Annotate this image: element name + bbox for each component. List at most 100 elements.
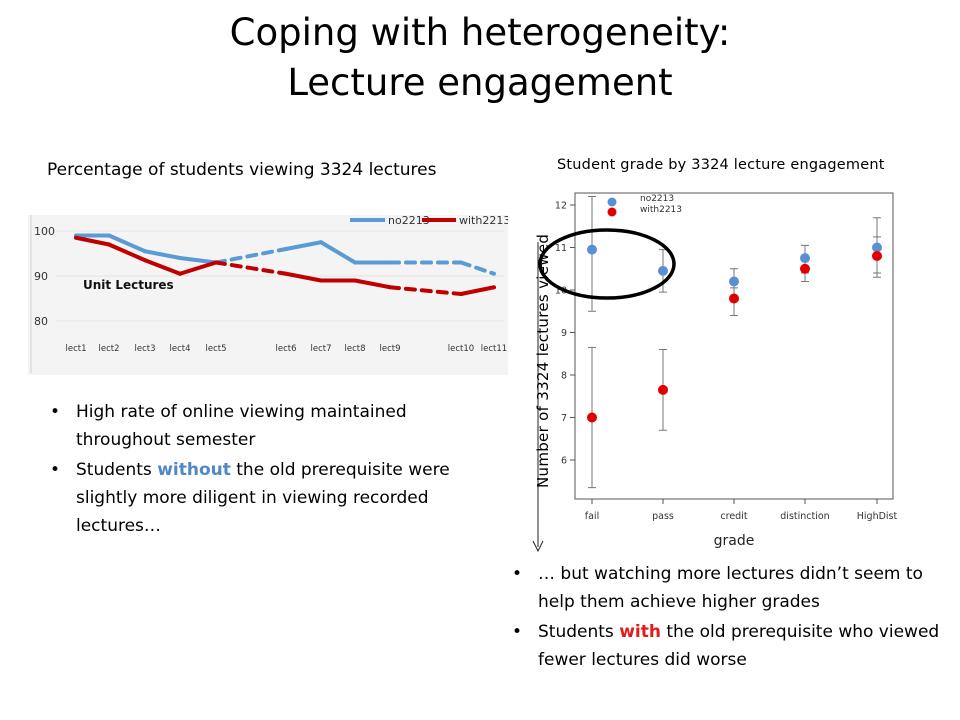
- scatter-y-tick-label-6: 12: [555, 201, 567, 212]
- left-bullet-2-post: the old prerequisite were slightly more …: [76, 460, 450, 536]
- point-no2213-pass: [658, 265, 668, 276]
- scatter-y-tick-label-4: 10: [555, 286, 567, 297]
- right-bullet-1-text: … but watching more lectures didn’t seem…: [538, 564, 923, 612]
- point-with2213-lect1: [74, 236, 78, 240]
- point-no2213-lect2: [107, 234, 111, 237]
- x-tick-label-lect6: lect6: [275, 344, 296, 354]
- x-tick-label-lect10: lect10: [448, 344, 474, 354]
- line-segment-with2213-4-5: [214, 260, 288, 276]
- point-no2213-lect11: [492, 272, 496, 276]
- line-segment-no2213-2-3: [143, 249, 182, 260]
- line-segment-with2213-2-3: [143, 258, 182, 276]
- left-bullet-list: High rate of online viewing maintained t…: [48, 398, 488, 542]
- point-with2213-pass: [658, 384, 668, 395]
- line-chart-background: [28, 215, 508, 375]
- point-with2213-HighDist: [872, 251, 882, 261]
- point-no2213-lect9: [388, 261, 392, 264]
- left-bullet-2: Students without the old prerequisite we…: [48, 456, 488, 540]
- scatter-x-tick-label-fail: fail: [585, 511, 599, 522]
- x-tick-label-lect4: lect4: [169, 344, 190, 354]
- line-segment-with2213-8-9: [388, 285, 463, 296]
- point-with2213-lect9: [388, 285, 392, 289]
- scatter-y-tick-label-0: 6: [561, 456, 567, 467]
- right-bullet-2-highlight: with: [619, 622, 661, 642]
- point-with2213-credit: [729, 293, 739, 304]
- point-with2213-lect10: [459, 292, 463, 296]
- y-tick-label-2: 80: [34, 315, 48, 328]
- x-tick-label-lect3: lect3: [134, 344, 155, 354]
- scatter-legend-label-with2213: with2213: [640, 205, 682, 215]
- x-tick-label-lect1: lect1: [65, 344, 86, 354]
- line-chart: 100 90 80 Unit Lectures no2213 with2213 lect1 l…: [28, 214, 508, 375]
- left-bullet-2-pre: Students: [76, 460, 158, 480]
- slide-title: Coping with heterogeneity: Lecture engag…: [0, 8, 960, 108]
- scatter-y-tick-label-1: 7: [561, 413, 567, 424]
- line-segment-no2213-3-4: [178, 256, 218, 265]
- line-segment-with2213-0-1: [74, 235, 111, 247]
- right-bullet-list: … but watching more lectures didn’t seem…: [510, 560, 960, 676]
- left-bullet-2-highlight: without: [157, 460, 231, 480]
- line-segment-with2213-5-6: [284, 271, 323, 283]
- point-with2213-lect3: [143, 258, 147, 262]
- line-segment-with2213-1-2: [107, 242, 147, 263]
- point-with2213-lect4: [178, 272, 182, 276]
- line-segment-with2213-9-10: [459, 285, 496, 296]
- x-tick-label-lect5: lect5: [205, 344, 226, 354]
- scatter-x-tick-label-HighDist: HighDist: [857, 511, 898, 522]
- title-line-1: Coping with heterogeneity:: [229, 11, 731, 54]
- scatter-x-tick-label-distinction: distinction: [780, 511, 829, 522]
- left-chart-caption: Percentage of students viewing 3324 lect…: [47, 160, 437, 180]
- x-tick-label-lect11: lect11: [481, 344, 507, 354]
- scatter-chart: 6 7 8 9 10 11 12 fail pass credit distinction HighD…: [532, 192, 898, 553]
- point-with2213-lect11: [492, 285, 496, 289]
- title-line-2: Lecture engagement: [287, 61, 673, 104]
- right-bullet-1: … but watching more lectures didn’t seem…: [510, 560, 960, 616]
- point-no2213-HighDist: [872, 242, 882, 253]
- point-no2213-lect4: [178, 256, 182, 260]
- chart-annotation: Unit Lectures: [83, 278, 174, 292]
- scatter-y-tick-label-2: 8: [561, 371, 567, 382]
- point-with2213-lect6: [284, 272, 288, 276]
- line-segment-with2213-3-4: [178, 260, 218, 276]
- y-tick-label-1: 90: [34, 270, 48, 283]
- point-with2213-fail: [587, 412, 597, 423]
- right-bullet-2-pre: Students: [538, 622, 620, 642]
- point-no2213-lect7: [319, 240, 323, 244]
- scatter-y-tick-label-5: 11: [555, 243, 567, 254]
- line-segment-no2213-4-5: [214, 247, 288, 265]
- line-segment-with2213-7-8: [353, 278, 392, 290]
- scatter-legend-label-no2213: no2213: [640, 194, 674, 204]
- scatter-y-tick-label-3: 9: [561, 328, 567, 339]
- scatter-x-tick-label-credit: credit: [720, 511, 747, 522]
- point-with2213-lect2: [107, 243, 111, 246]
- scatter-x-tick-label-pass: pass: [652, 511, 674, 522]
- line-segment-no2213-9-10: [459, 260, 496, 276]
- x-tick-label-lect8: lect8: [344, 344, 365, 354]
- right-bullet-2: Students with the old prerequisite who v…: [510, 618, 960, 674]
- legend-label-with2213: with2213: [459, 214, 508, 227]
- point-no2213-lect6: [284, 247, 288, 251]
- line-segment-no2213-5-6: [284, 240, 323, 251]
- point-no2213-credit: [729, 276, 739, 287]
- line-segment-no2213-1-2: [107, 233, 147, 254]
- left-bullet-1-text: High rate of online viewing maintained t…: [76, 402, 407, 450]
- line-segment-no2213-6-7: [319, 240, 357, 265]
- x-tick-label-lect9: lect9: [379, 344, 400, 354]
- point-no2213-distinction: [800, 253, 810, 264]
- scatter-x-axis-title: grade: [714, 533, 755, 549]
- right-chart-caption: Student grade by 3324 lecture engagement: [557, 157, 885, 173]
- scatter-legend-swatch-no2213: [607, 197, 617, 207]
- x-tick-label-lect2: lect2: [98, 344, 119, 354]
- left-bullet-1: High rate of online viewing maintained t…: [48, 398, 488, 454]
- y-axis-arrow-head: [532, 540, 544, 553]
- point-with2213-lect8: [353, 279, 357, 282]
- point-no2213-lect3: [143, 249, 147, 253]
- right-bullet-2-post: the old prerequisite who viewed fewer le…: [538, 622, 940, 670]
- point-no2213-fail: [587, 244, 597, 255]
- point-with2213-lect7: [319, 279, 323, 282]
- highlight-ellipse: [538, 228, 676, 300]
- y-tick-label-0: 100: [34, 225, 55, 238]
- point-with2213-lect5: [214, 261, 218, 264]
- legend-label-no2213: no2213: [388, 214, 430, 227]
- scatter-plot-frame: [574, 192, 894, 500]
